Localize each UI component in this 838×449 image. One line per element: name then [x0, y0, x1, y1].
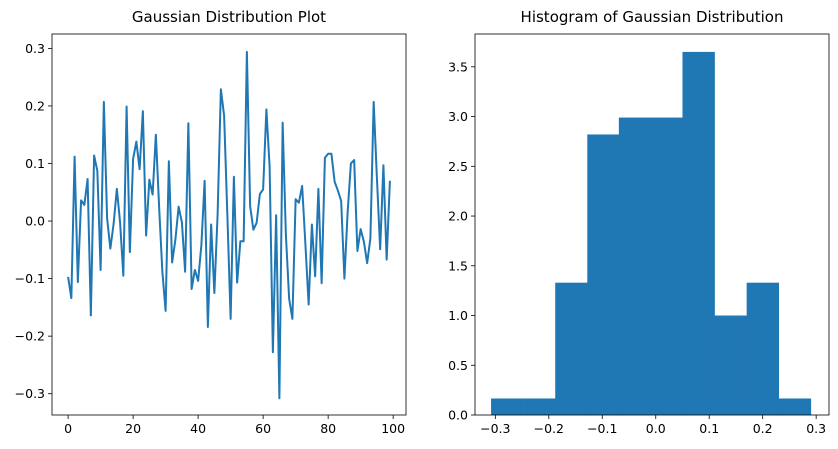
histogram-bar [618, 117, 652, 416]
line-chart-x-tick-label: 0 [64, 421, 72, 436]
histogram-chart-frame [474, 33, 830, 416]
histogram-bar [746, 282, 780, 415]
histogram-chart-y-tick-label: 3.5 [448, 59, 468, 74]
histogram-bar [523, 398, 556, 415]
histogram-chart: Histogram of Gaussian Distribution 0.00.… [448, 8, 830, 436]
histogram-y-axis: 0.0 0.5 1.0 1.5 2.0 2.5 3.0 3.5 [448, 59, 475, 423]
line-chart-y-tick-label: 0.0 [25, 214, 45, 229]
histogram-bar [650, 117, 683, 416]
line-chart: Gaussian Distribution Plot −0.3 −0.2 −0.1 0… [15, 8, 407, 436]
histogram-chart-x-tick-label: 0.2 [753, 421, 773, 436]
histogram-chart-y-tick-label: 1.5 [448, 258, 468, 273]
line-chart-title: Gaussian Distribution Plot [132, 8, 326, 26]
line-chart-x-tick-label: 100 [381, 421, 405, 436]
histogram-bar [778, 398, 812, 415]
histogram-bar [714, 315, 747, 415]
line-chart-y-axis: −0.3 −0.2 −0.1 0.0 0.1 0.2 0.3 [15, 41, 52, 401]
histogram-x-axis: −0.3 −0.2 −0.1 0.0 0.1 0.2 0.3 [480, 415, 826, 436]
histogram-chart-y-tick-label: 2.5 [448, 159, 468, 174]
line-chart-x-axis: 0 20 40 60 80 100 [64, 415, 405, 436]
line-chart-y-tick-label: 0.3 [25, 41, 45, 56]
histogram-chart-x-tick-label: −0.3 [480, 421, 510, 436]
line-chart-y-tick-label: 0.2 [25, 98, 45, 113]
histogram-chart-x-tick-label: 0.1 [699, 421, 719, 436]
line-chart-x-tick-label: 80 [320, 421, 336, 436]
line-chart-x-tick-label: 40 [190, 421, 206, 436]
histogram-chart-x-tick-label: −0.1 [587, 421, 617, 436]
histogram-chart-y-tick-label: 1.0 [448, 308, 468, 323]
histogram-chart-y-tick-label: 2.0 [448, 209, 468, 224]
histogram-chart-x-tick-label: −0.2 [534, 421, 564, 436]
line-chart-y-tick-label: −0.1 [15, 271, 45, 286]
histogram-chart-title: Histogram of Gaussian Distribution [521, 8, 784, 26]
histogram-chart-x-tick-label: 0.3 [806, 421, 826, 436]
histogram-bar [682, 51, 715, 415]
line-chart-series [67, 50, 391, 400]
histogram-chart-x-tick-label: 0.0 [646, 421, 666, 436]
histogram-chart-y-tick-label: 0.5 [448, 358, 468, 373]
histogram-chart-y-tick-label: 3.0 [448, 109, 468, 124]
histogram-bars [491, 51, 812, 416]
line-chart-y-tick-label: −0.2 [15, 329, 45, 344]
line-chart-x-tick-label: 60 [255, 421, 271, 436]
line-chart-x-tick-label: 20 [125, 421, 141, 436]
line-chart-frame [51, 33, 407, 416]
line-chart-y-tick-label: −0.3 [15, 386, 45, 401]
histogram-bar [555, 282, 588, 415]
line-chart-y-tick-label: 0.1 [25, 156, 45, 171]
histogram-bar [491, 398, 524, 415]
line-series-0 [67, 50, 391, 400]
histogram-bar [587, 134, 620, 415]
histogram-chart-y-tick-label: 0.0 [448, 408, 468, 423]
